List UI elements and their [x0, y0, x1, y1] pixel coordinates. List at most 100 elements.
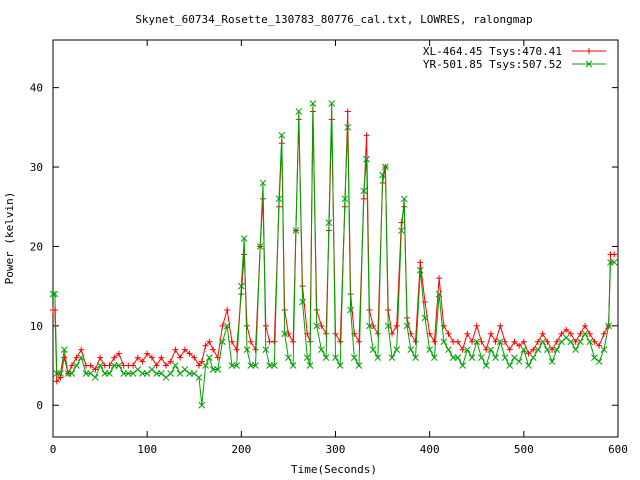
- y-tick-label: 30: [30, 161, 43, 174]
- data-point: [337, 338, 344, 345]
- data-point: [57, 370, 64, 377]
- data-point: [558, 338, 565, 346]
- x-axis-label: Time(Seconds): [291, 463, 377, 476]
- data-point: [412, 338, 419, 345]
- data-point: [539, 330, 546, 337]
- data-point: [356, 338, 363, 345]
- data-point: [341, 195, 349, 203]
- data-point: [163, 362, 169, 369]
- data-point: [172, 346, 179, 353]
- data-point: [205, 354, 213, 361]
- data-point: [435, 290, 443, 298]
- data-point: [347, 306, 354, 314]
- series-yr: [49, 100, 618, 409]
- data-point: [469, 338, 476, 345]
- data-point: [134, 354, 141, 361]
- data-point: [496, 338, 504, 346]
- data-point: [252, 362, 259, 369]
- x-tick-label: 500: [514, 443, 534, 456]
- data-point: [407, 346, 415, 354]
- data-point: [224, 306, 231, 313]
- data-point: [332, 354, 339, 361]
- data-point: [158, 354, 165, 361]
- data-point: [240, 235, 248, 242]
- data-point: [487, 346, 495, 354]
- data-point: [463, 346, 471, 354]
- data-point: [445, 330, 452, 337]
- data-point: [492, 338, 499, 345]
- legend-label: XL-464.45 Tsys:470.41: [423, 45, 562, 58]
- data-point: [87, 370, 95, 377]
- data-point: [259, 179, 267, 187]
- data-point: [115, 362, 123, 369]
- data-point: [223, 322, 231, 330]
- data-point: [520, 346, 528, 354]
- x-tick-label: 200: [231, 443, 251, 456]
- data-point: [370, 322, 377, 329]
- data-point: [82, 370, 90, 377]
- data-point: [388, 354, 396, 361]
- data-point: [539, 338, 547, 346]
- data-point: [586, 338, 594, 346]
- y-tick-label: 20: [30, 240, 43, 253]
- data-point: [483, 346, 490, 353]
- data-point: [111, 354, 118, 361]
- data-point: [157, 370, 165, 377]
- data-point: [611, 251, 618, 258]
- data-point: [468, 354, 476, 361]
- data-point: [478, 338, 485, 345]
- data-point: [285, 330, 292, 337]
- data-point: [328, 100, 336, 107]
- data-point: [252, 346, 259, 353]
- data-point: [336, 362, 344, 369]
- data-point: [299, 298, 306, 306]
- data-point: [60, 346, 68, 354]
- data-point: [502, 338, 508, 345]
- data-point: [529, 354, 537, 361]
- data-point: [153, 370, 160, 377]
- data-point: [366, 322, 373, 330]
- y-tick-label: 10: [30, 320, 43, 333]
- data-point: [445, 346, 452, 354]
- data-point: [548, 358, 556, 365]
- data-point: [558, 330, 565, 337]
- data-point: [412, 354, 419, 361]
- data-point: [511, 338, 518, 345]
- data-point: [247, 362, 255, 369]
- data-point: [596, 342, 603, 349]
- data-point: [384, 322, 392, 330]
- data-point: [153, 362, 160, 369]
- data-point: [210, 346, 217, 353]
- data-point: [318, 346, 325, 354]
- data-point: [440, 338, 448, 346]
- data-point: [553, 346, 561, 354]
- data-point: [421, 314, 429, 322]
- data-point: [516, 342, 523, 349]
- data-point: [344, 108, 351, 115]
- data-point: [92, 366, 99, 373]
- data-point: [605, 322, 612, 330]
- x-axis: 0 100 200 300 400 500 600: [50, 40, 628, 456]
- data-point: [431, 354, 438, 361]
- data-point: [374, 330, 381, 337]
- data-point: [464, 330, 471, 337]
- data-point: [144, 350, 151, 357]
- data-point: [572, 346, 579, 354]
- data-point: [195, 374, 203, 381]
- data-point: [567, 330, 574, 337]
- data-point: [563, 326, 570, 333]
- data-point: [106, 370, 113, 377]
- data-point: [525, 362, 532, 369]
- data-point: [562, 334, 570, 342]
- data-point: [426, 346, 434, 354]
- data-point: [271, 338, 278, 345]
- data-point: [292, 227, 300, 234]
- data-point: [520, 338, 527, 345]
- data-point: [256, 243, 264, 250]
- data-point: [586, 330, 593, 337]
- data-point: [92, 374, 99, 381]
- data-point: [177, 354, 184, 361]
- data-point: [303, 354, 311, 361]
- data-point: [534, 346, 542, 354]
